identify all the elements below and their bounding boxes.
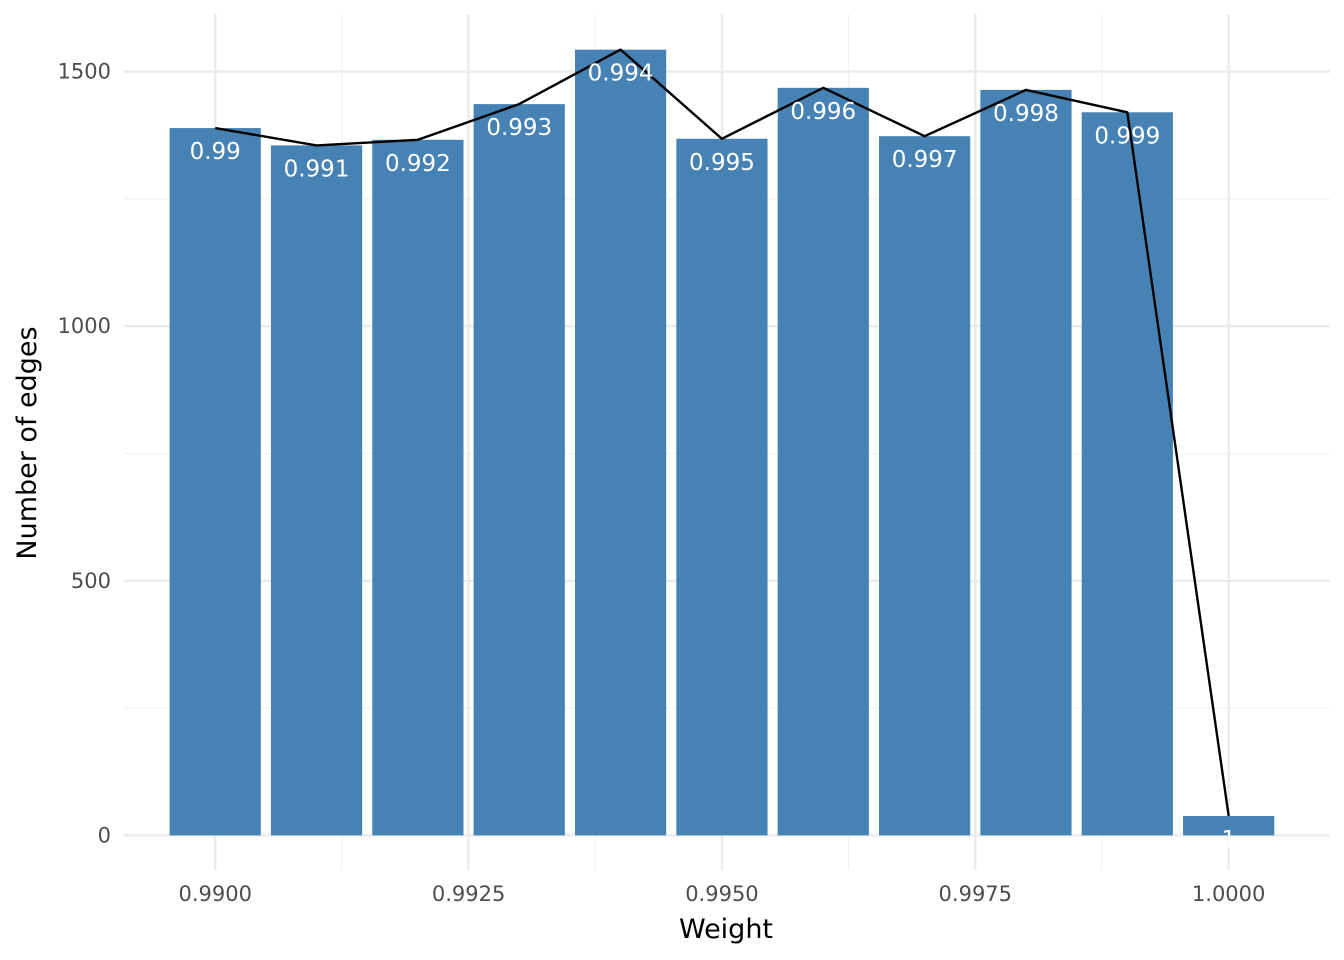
y-axis-title: Number of edges [12, 326, 43, 559]
series-line [214, 48, 1230, 817]
bar [473, 104, 565, 836]
y-tick-label: 500 [71, 569, 111, 593]
x-axis-title: Weight [679, 914, 773, 945]
bar-data-label: 0.996 [790, 99, 856, 125]
bar [270, 145, 363, 836]
bar-data-label: 0.993 [486, 115, 552, 141]
x-tick-label: 0.9925 [432, 882, 505, 906]
bar [1183, 816, 1275, 836]
y-tick-label: 1000 [58, 314, 111, 338]
tick-label-layer: 0.9900 0.9925 0.9950 0.9975 1.0000 0 500 1000 15… [58, 60, 1266, 906]
bar [169, 128, 261, 836]
bar [676, 138, 768, 836]
bar-data-label: 0.995 [689, 150, 755, 176]
bar-data-label: 0.991 [284, 156, 350, 182]
bar [1081, 112, 1173, 836]
x-tick-label: 0.9900 [178, 882, 251, 906]
bar-data-label: 0.997 [892, 147, 958, 173]
y-tick-label: 0 [98, 823, 111, 847]
bar-data-label: 0.99 [190, 139, 241, 165]
bar-data-label: 1 [1221, 827, 1236, 853]
bar-data-label: 0.994 [588, 61, 654, 87]
bar [879, 136, 971, 836]
bar [372, 139, 464, 836]
x-tick-label: 0.9975 [939, 882, 1012, 906]
bar [980, 89, 1072, 836]
bar [574, 49, 667, 836]
x-tick-label: 0.9950 [685, 882, 758, 906]
bar-data-label: 0.998 [993, 101, 1059, 127]
line-layer [214, 48, 1230, 817]
data-label-layer: 0.99 0.991 0.992 0.993 0.994 0.995 0.996 0.997 0… [190, 61, 1236, 853]
x-tick-label: 1.0000 [1192, 882, 1265, 906]
y-tick-label: 1500 [58, 60, 111, 84]
bar-data-label: 0.999 [1094, 123, 1160, 149]
bar-layer [169, 49, 1275, 836]
bar-data-label: 0.992 [385, 151, 451, 177]
bar [777, 87, 869, 836]
